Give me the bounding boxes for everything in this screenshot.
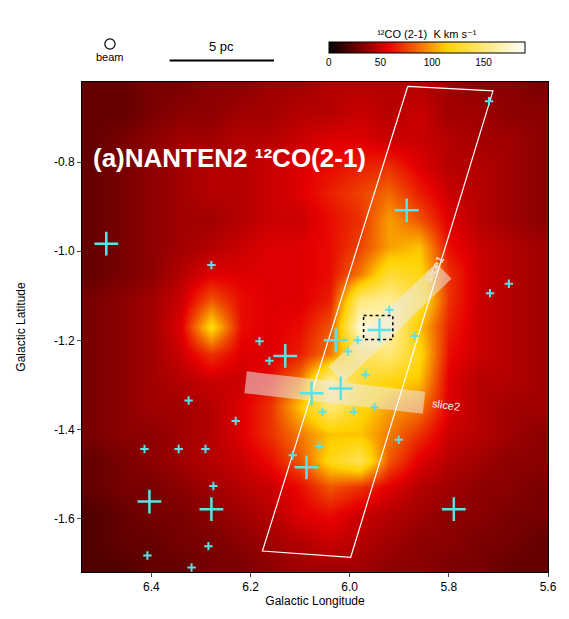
svg-text:6.4: 6.4 bbox=[143, 580, 160, 594]
svg-text:50: 50 bbox=[375, 57, 387, 68]
svg-text:5 pc: 5 pc bbox=[209, 39, 234, 54]
svg-text:5.8: 5.8 bbox=[441, 580, 458, 594]
svg-text:-1.4: -1.4 bbox=[54, 423, 75, 437]
svg-text:6.0: 6.0 bbox=[341, 580, 358, 594]
svg-text:0: 0 bbox=[326, 57, 332, 68]
svg-text:-1.6: -1.6 bbox=[54, 512, 75, 526]
svg-text:-0.8: -0.8 bbox=[54, 155, 75, 169]
svg-text:slice2: slice2 bbox=[431, 397, 461, 413]
svg-text:6.2: 6.2 bbox=[242, 580, 259, 594]
svg-text:Galactic Latitude: Galactic Latitude bbox=[14, 282, 28, 372]
svg-text:-1.2: -1.2 bbox=[54, 334, 75, 348]
svg-text:5.6: 5.6 bbox=[540, 580, 557, 594]
svg-text:-1.0: -1.0 bbox=[54, 244, 75, 258]
svg-text:150: 150 bbox=[475, 57, 492, 68]
svg-text:(a)NANTEN2 ¹²CO(2-1): (a)NANTEN2 ¹²CO(2-1) bbox=[93, 143, 366, 173]
svg-text:100: 100 bbox=[424, 57, 441, 68]
svg-text:Galactic Longitude: Galactic Longitude bbox=[265, 594, 365, 608]
svg-text:beam: beam bbox=[96, 51, 124, 63]
svg-text:slice1: slice1 bbox=[422, 254, 446, 284]
svg-text:¹²CO (2-1) K km s⁻¹: ¹²CO (2-1) K km s⁻¹ bbox=[377, 28, 477, 40]
